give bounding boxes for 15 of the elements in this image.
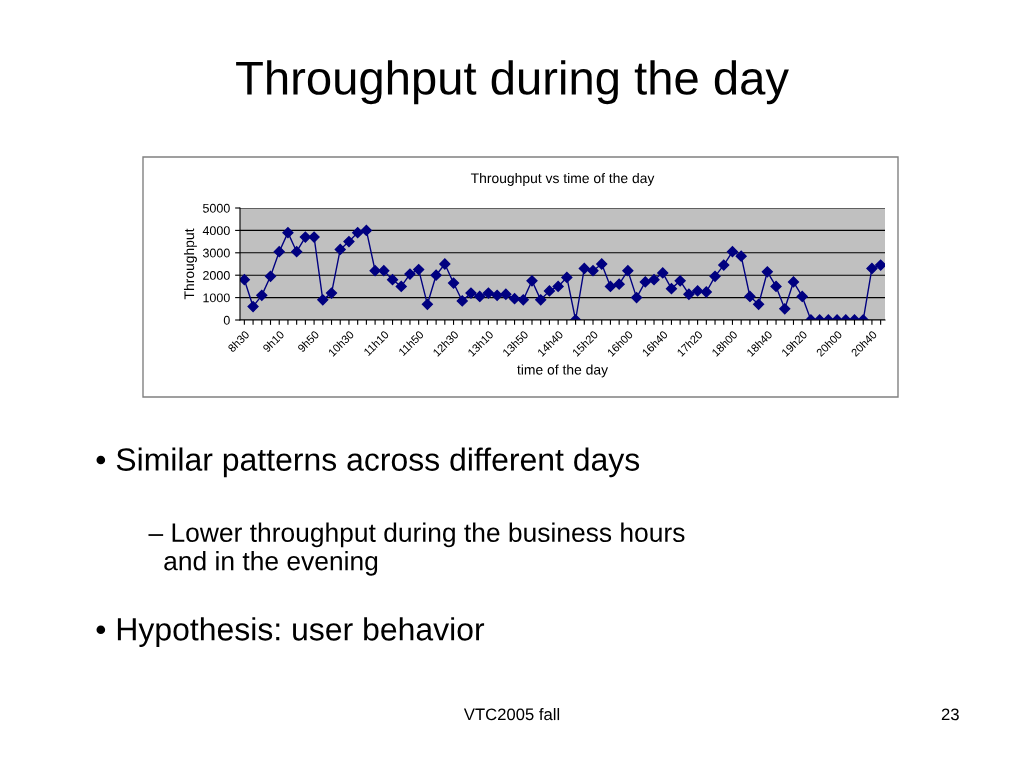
text: – Lower throughput during the business hours and in the evening bbox=[148, 522, 685, 576]
text: Throughput during the day bbox=[236, 60, 789, 105]
y-tick-label: 4000 bbox=[202, 226, 230, 236]
y-axis-title: Throughput bbox=[183, 228, 197, 300]
chart-title: Throughput vs time of the day bbox=[470, 172, 655, 186]
y-tick-label: 2000 bbox=[203, 271, 230, 280]
text: • Hypothesis: user behavior bbox=[96, 617, 485, 647]
text: VTC2005 fall bbox=[463, 708, 560, 721]
x-axis-title: time of the day bbox=[517, 364, 609, 378]
y-tick-label: 3000 bbox=[202, 248, 230, 258]
y-tick-label: 5000 bbox=[202, 203, 230, 213]
y-tick-label: 1000 bbox=[203, 293, 230, 303]
text: • Similar patterns across different days bbox=[96, 447, 640, 478]
y-tick-label: 0 bbox=[223, 315, 230, 325]
text: 23 bbox=[941, 708, 959, 721]
